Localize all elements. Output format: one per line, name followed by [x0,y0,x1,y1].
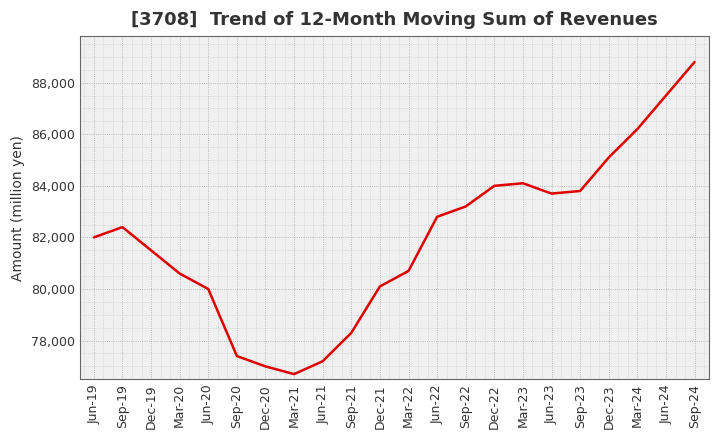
Title: [3708]  Trend of 12-Month Moving Sum of Revenues: [3708] Trend of 12-Month Moving Sum of R… [131,11,657,29]
Y-axis label: Amount (million yen): Amount (million yen) [11,135,25,281]
